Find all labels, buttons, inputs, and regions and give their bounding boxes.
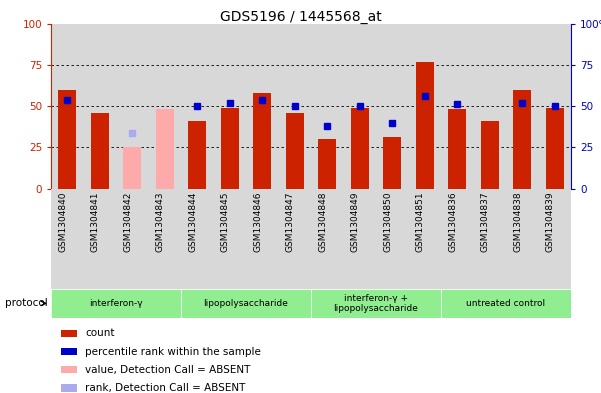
- Text: GSM1304841: GSM1304841: [91, 192, 100, 252]
- Text: GSM1304849: GSM1304849: [351, 192, 360, 252]
- Bar: [61, 366, 77, 373]
- Bar: [286, 113, 304, 189]
- Text: interferon-γ +
lipopolysaccharide: interferon-γ + lipopolysaccharide: [334, 294, 418, 313]
- Bar: [278, 189, 311, 289]
- Bar: [311, 189, 344, 289]
- Bar: [61, 348, 77, 355]
- Bar: [538, 189, 571, 289]
- Text: GSM1304847: GSM1304847: [285, 192, 294, 252]
- Bar: [546, 108, 564, 189]
- Bar: [188, 121, 206, 189]
- Bar: [213, 189, 246, 289]
- Text: GSM1304843: GSM1304843: [156, 192, 165, 252]
- Bar: [213, 24, 246, 189]
- Bar: [84, 189, 116, 289]
- Text: GSM1304851: GSM1304851: [416, 192, 425, 252]
- Bar: [513, 90, 531, 189]
- Bar: [383, 138, 401, 189]
- Bar: [506, 189, 538, 289]
- Bar: [254, 93, 271, 189]
- Bar: [116, 24, 148, 189]
- Bar: [51, 24, 84, 189]
- Bar: [376, 189, 409, 289]
- Bar: [181, 289, 311, 318]
- Bar: [351, 108, 368, 189]
- Text: GSM1304846: GSM1304846: [253, 192, 262, 252]
- Bar: [61, 384, 77, 391]
- Text: GSM1304844: GSM1304844: [188, 192, 197, 252]
- Text: GSM1304842: GSM1304842: [123, 192, 132, 252]
- Text: interferon-γ: interferon-γ: [90, 299, 143, 308]
- Text: protocol: protocol: [5, 298, 47, 309]
- Bar: [311, 289, 441, 318]
- Bar: [84, 24, 116, 189]
- Bar: [416, 62, 434, 189]
- Bar: [538, 24, 571, 189]
- Text: lipopolysaccharide: lipopolysaccharide: [204, 299, 288, 308]
- Bar: [61, 330, 77, 337]
- Bar: [246, 24, 278, 189]
- Text: GDS5196 / 1445568_at: GDS5196 / 1445568_at: [219, 10, 382, 24]
- Bar: [344, 24, 376, 189]
- Text: GSM1304839: GSM1304839: [546, 192, 555, 252]
- Bar: [51, 289, 181, 318]
- Bar: [448, 109, 466, 189]
- Text: count: count: [85, 329, 114, 338]
- Bar: [441, 24, 474, 189]
- Bar: [91, 113, 109, 189]
- Bar: [441, 289, 571, 318]
- Bar: [148, 189, 181, 289]
- Bar: [311, 24, 344, 189]
- Bar: [409, 189, 441, 289]
- Text: GSM1304837: GSM1304837: [481, 192, 490, 252]
- Bar: [181, 24, 213, 189]
- Text: GSM1304845: GSM1304845: [221, 192, 230, 252]
- Text: GSM1304840: GSM1304840: [58, 192, 67, 252]
- Bar: [58, 90, 76, 189]
- Text: percentile rank within the sample: percentile rank within the sample: [85, 347, 261, 356]
- Bar: [116, 189, 148, 289]
- Text: GSM1304838: GSM1304838: [513, 192, 522, 252]
- Bar: [376, 24, 409, 189]
- Text: GSM1304850: GSM1304850: [383, 192, 392, 252]
- Bar: [221, 108, 239, 189]
- Bar: [246, 189, 278, 289]
- Bar: [181, 189, 213, 289]
- Bar: [319, 139, 336, 189]
- Bar: [474, 189, 506, 289]
- Bar: [409, 24, 441, 189]
- Bar: [474, 24, 506, 189]
- Bar: [481, 121, 499, 189]
- Text: value, Detection Call = ABSENT: value, Detection Call = ABSENT: [85, 365, 250, 375]
- Bar: [51, 189, 84, 289]
- Bar: [148, 24, 181, 189]
- Text: untreated control: untreated control: [466, 299, 546, 308]
- Bar: [441, 189, 474, 289]
- Bar: [123, 147, 141, 189]
- Bar: [344, 189, 376, 289]
- Text: GSM1304836: GSM1304836: [448, 192, 457, 252]
- Bar: [506, 24, 538, 189]
- Bar: [156, 109, 174, 189]
- Text: rank, Detection Call = ABSENT: rank, Detection Call = ABSENT: [85, 383, 245, 393]
- Bar: [278, 24, 311, 189]
- Text: GSM1304848: GSM1304848: [319, 192, 328, 252]
